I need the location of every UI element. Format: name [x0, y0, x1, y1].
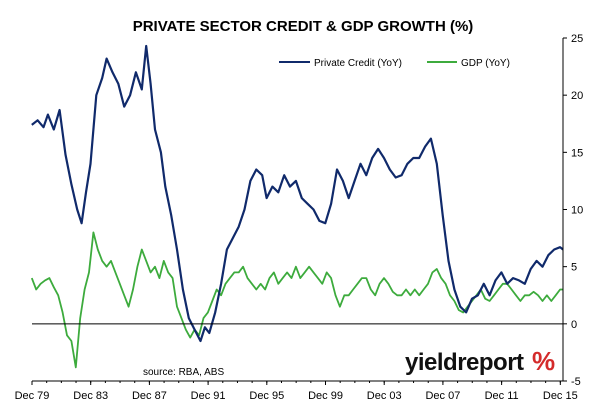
series-line-private-credit: [31, 44, 564, 343]
y-tick-label: -5: [571, 376, 581, 388]
source-note: source: RBA, ABS: [143, 367, 224, 378]
x-tick-label: Dec 15: [543, 390, 578, 402]
brand-wordmark: yieldreport: [405, 349, 524, 376]
x-tick-label: Dec 83: [73, 390, 108, 402]
x-tick-label: Dec 91: [191, 390, 226, 402]
x-tick-label: Dec 03: [367, 390, 402, 402]
x-tick-label: Dec 07: [425, 390, 460, 402]
plot-area: [30, 44, 564, 369]
brand-logo: yieldreport %: [405, 346, 555, 376]
x-tick-label: Dec 87: [132, 390, 167, 402]
y-tick-label: 20: [571, 90, 583, 102]
y-tick-label: 5: [571, 262, 577, 274]
y-tick-label: 25: [571, 33, 583, 45]
legend: Private Credit (YoY) GDP (YoY): [279, 58, 510, 69]
y-tick-label: 15: [571, 147, 583, 159]
x-tick-label: Dec 79: [15, 390, 50, 402]
series-line-gdp: [30, 231, 563, 369]
y-tick-label: 10: [571, 205, 583, 217]
x-tick-label: Dec 11: [485, 390, 519, 402]
legend-label-gdp: GDP (YoY): [461, 58, 510, 69]
x-tick-label: Dec 95: [249, 390, 284, 402]
y-tick-label: 0: [571, 319, 577, 331]
axes: -5 0 5 10 15 20 25 Dec 79 Dec 83 Dec 87 Dec 91 Dec …: [15, 33, 584, 402]
x-tick-label: Dec 99: [308, 390, 343, 402]
chart-title: PRIVATE SECTOR CREDIT & GDP GROWTH (%): [133, 18, 474, 35]
legend-label-private-credit: Private Credit (YoY): [314, 58, 402, 69]
brand-percent-symbol: %: [532, 346, 555, 376]
